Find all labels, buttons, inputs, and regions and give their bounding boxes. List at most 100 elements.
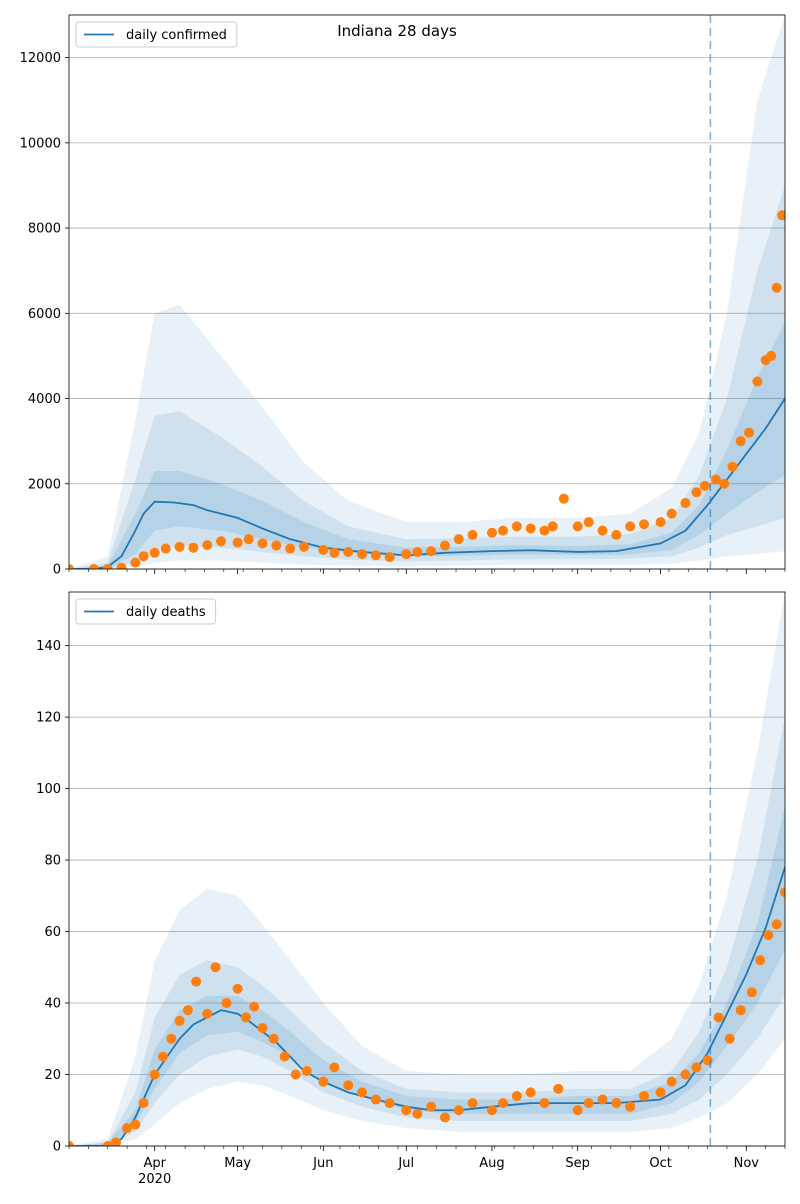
observed-point [486, 527, 497, 538]
y-tick-label: 6000 [28, 307, 61, 322]
observed-point [279, 1051, 290, 1062]
observed-point [357, 1087, 368, 1098]
observed-point [130, 1119, 141, 1130]
legend-box [75, 598, 217, 625]
observed-point [453, 534, 464, 545]
observed-point [691, 1062, 702, 1073]
observed-point [426, 546, 437, 557]
observed-point [102, 1141, 113, 1146]
observed-point [160, 543, 171, 554]
y-tick-label: 140 [36, 639, 61, 654]
observed-point [467, 1098, 478, 1109]
observed-point [572, 1105, 583, 1116]
legend: daily deaths [75, 598, 217, 625]
observed-point [202, 540, 213, 551]
legend-box [75, 21, 238, 48]
observed-point [680, 1069, 691, 1080]
observed-point [553, 1083, 564, 1094]
observed-point [412, 546, 423, 557]
observed-point [572, 521, 583, 532]
observed-point [157, 1051, 168, 1062]
observed-point [357, 549, 368, 560]
observed-point [744, 427, 755, 438]
observed-point [439, 1112, 450, 1123]
observed-point [498, 1098, 509, 1109]
observed-point [719, 478, 730, 489]
x-tick-label: Nov [734, 1156, 760, 1171]
observed-point [257, 538, 268, 549]
uncertainty-band-mid [69, 717, 785, 1146]
observed-point [639, 1090, 650, 1101]
observed-point [597, 1094, 608, 1105]
observed-point [752, 376, 763, 387]
y-tick-label: 60 [44, 925, 61, 940]
x-tick-label: Apr [143, 1156, 166, 1171]
observed-point [680, 497, 691, 508]
observed-point [268, 1033, 279, 1044]
observed-point [655, 517, 666, 528]
observed-point [298, 541, 309, 552]
observed-point [426, 1101, 437, 1112]
axes-frame [68, 591, 786, 1147]
observed-point [625, 1101, 636, 1112]
figure-title: Indiana 28 days [337, 22, 457, 40]
observed-point [439, 540, 450, 551]
observed-point [583, 517, 594, 528]
observed-point [755, 955, 766, 966]
observed-point [370, 1094, 381, 1105]
observed-point [625, 521, 636, 532]
plot-area [69, 592, 785, 1146]
observed-point [639, 519, 650, 530]
observed-point [724, 1033, 735, 1044]
observed-point [384, 552, 395, 563]
observed-point [318, 1076, 329, 1087]
y-tick-label: 12000 [20, 51, 61, 66]
observed-point [486, 1105, 497, 1116]
observed-point [221, 998, 232, 1009]
observed-point [257, 1023, 268, 1034]
observed-point [69, 564, 74, 569]
y-tick-label: 0 [53, 1140, 61, 1155]
observed-point [329, 1062, 340, 1073]
y-tick-label: 80 [44, 854, 61, 869]
observed-point [122, 1123, 133, 1134]
observed-point [232, 983, 243, 994]
y-tick-label: 0 [53, 563, 61, 578]
x-tick-label: Aug [479, 1156, 504, 1171]
y-tick-label: 10000 [20, 136, 61, 151]
observed-point [243, 534, 254, 545]
observed-point [210, 962, 221, 973]
observed-point [188, 542, 199, 553]
y-tick-label: 120 [36, 711, 61, 726]
observed-point [611, 1098, 622, 1109]
x-tick-label: Oct [649, 1156, 671, 1171]
observed-point [401, 1105, 412, 1116]
observed-point [558, 493, 569, 504]
observed-point [116, 562, 127, 569]
observed-point [174, 541, 185, 552]
observed-point [771, 919, 782, 930]
observed-point [271, 540, 282, 551]
observed-point [727, 461, 738, 472]
observed-point [138, 551, 149, 562]
observed-point [539, 1098, 550, 1109]
confirmed-panel: 0 2000 4000 6000 8000 10000 12000 daily confirm… [20, 14, 786, 578]
uncertainty-band-mid [69, 185, 785, 569]
observed-point [370, 550, 381, 561]
observed-point [191, 976, 202, 987]
observed-point [691, 487, 702, 498]
x-tick-label: 2020 [138, 1172, 171, 1187]
observed-point [343, 1080, 354, 1091]
observed-point [69, 1141, 74, 1146]
observed-point [318, 544, 329, 555]
observed-point [285, 543, 296, 554]
observed-point [611, 529, 622, 540]
observed-point [182, 1005, 193, 1016]
median-line [69, 866, 785, 1146]
observed-point [149, 547, 160, 558]
uncertainty-band-inner [69, 806, 785, 1146]
observed-point [216, 536, 227, 547]
plot-area [69, 15, 785, 569]
